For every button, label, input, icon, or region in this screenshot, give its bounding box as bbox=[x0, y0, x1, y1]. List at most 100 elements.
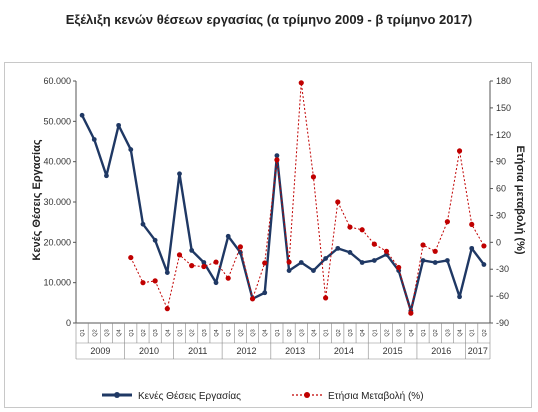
y-right-tick-label: 30 bbox=[496, 210, 506, 220]
data-point-vacancies bbox=[262, 290, 268, 296]
data-point-change bbox=[310, 174, 317, 180]
x-quarter-label: Q1 bbox=[324, 329, 330, 336]
data-point-vacancies bbox=[189, 248, 195, 253]
x-quarter-label: Q1 bbox=[470, 329, 476, 336]
x-quarter-label: Q3 bbox=[251, 329, 257, 336]
x-quarter-label: Q2 bbox=[433, 329, 439, 336]
y-right-tick-label: 90 bbox=[496, 157, 506, 167]
data-point-change bbox=[347, 224, 353, 230]
y-left-tick-label: 50.000 bbox=[43, 116, 71, 126]
data-point-change bbox=[286, 259, 292, 265]
data-point-change bbox=[164, 306, 170, 312]
x-quarter-label: Q1 bbox=[129, 329, 135, 336]
axes: 0 10.000 20.000 30.000 40.000 50.000 60.000 -90… bbox=[43, 76, 511, 328]
legend: Κενές Θέσεις Εργασίας Ετήσια Μεταβολή (%… bbox=[102, 390, 424, 402]
data-point-vacancies bbox=[335, 245, 341, 251]
x-quarter-label: Q1 bbox=[178, 329, 184, 336]
data-point-change bbox=[201, 263, 207, 270]
legend-label-vacancies: Κενές Θέσεις Εργασίας bbox=[138, 390, 241, 402]
y-right-tick-label: 0 bbox=[496, 237, 501, 247]
x-year-label: 2012 bbox=[236, 346, 256, 356]
data-point-vacancies bbox=[201, 260, 207, 265]
data-point-vacancies bbox=[164, 270, 170, 275]
data-point-vacancies bbox=[177, 171, 182, 177]
page-title: Εξέλιξη κενών θέσεων εργασίας (α τρίμηνο… bbox=[65, 12, 473, 27]
x-axis: Q1 Q2 Q3 Q4 Q1 Q2 Q3 Q4 Q1 Q2 Q3 Q4 Q1 Q2 Q3 Q4 Q1 Q2 Q3 Q4… bbox=[75, 323, 491, 360]
data-point-vacancies bbox=[457, 294, 462, 300]
data-point-change bbox=[213, 259, 219, 265]
x-quarter-label: Q4 bbox=[117, 329, 123, 336]
x-year-label: 2009 bbox=[90, 346, 110, 356]
x-quarter-label: Q4 bbox=[263, 329, 269, 336]
data-point-change bbox=[323, 295, 329, 301]
data-point-change bbox=[335, 199, 341, 205]
y-left-tick-label: 0 bbox=[66, 318, 71, 328]
x-quarter-label: Q2 bbox=[238, 329, 244, 336]
data-point-vacancies bbox=[311, 268, 316, 273]
y-axis-right-label: Ετήσια μεταβολή (%) bbox=[514, 145, 526, 254]
data-point-change bbox=[225, 275, 231, 281]
data-point-vacancies bbox=[286, 268, 292, 273]
data-point-change bbox=[432, 248, 438, 254]
x-quarter-label: Q2 bbox=[287, 329, 293, 336]
data-point-change bbox=[481, 243, 487, 249]
x-quarter-label: Q2 bbox=[92, 329, 98, 336]
data-point-change bbox=[176, 252, 183, 258]
data-point-vacancies bbox=[420, 258, 426, 263]
y-right-tick-label: -30 bbox=[496, 264, 509, 274]
x-quarter-label: Q3 bbox=[104, 329, 110, 336]
legend-marker-change bbox=[304, 392, 310, 398]
data-point-vacancies bbox=[432, 260, 438, 265]
y-right-tick-label: 180 bbox=[496, 76, 511, 86]
x-quarter-label: Q3 bbox=[202, 329, 208, 336]
data-point-vacancies bbox=[152, 237, 158, 243]
x-year-label: 2016 bbox=[431, 346, 451, 356]
data-point-change bbox=[371, 241, 377, 247]
data-point-change bbox=[408, 310, 414, 316]
data-point-change bbox=[189, 263, 195, 269]
data-point-change bbox=[456, 148, 463, 154]
x-quarter-label: Q3 bbox=[348, 329, 354, 336]
x-quarter-label: Q1 bbox=[275, 329, 281, 336]
data-point-change bbox=[469, 221, 475, 228]
y-left-tick-label: 10.000 bbox=[43, 278, 71, 288]
data-point-change bbox=[274, 157, 280, 163]
x-quarter-label: Q4 bbox=[214, 329, 220, 336]
data-point-change bbox=[237, 244, 243, 250]
y-axis-left-label: Κενές Θέσεις Εργασίας bbox=[31, 139, 43, 260]
x-quarter-label: Q4 bbox=[360, 329, 366, 336]
data-point-change bbox=[128, 254, 134, 261]
x-year-label: 2015 bbox=[383, 346, 403, 356]
x-quarter-label: Q1 bbox=[421, 329, 427, 336]
data-point-vacancies bbox=[323, 256, 329, 261]
y-left-tick-label: 60.000 bbox=[43, 76, 71, 86]
x-year-label: 2014 bbox=[334, 346, 354, 356]
y-left-tick-label: 20.000 bbox=[43, 237, 71, 247]
data-point-change bbox=[420, 242, 426, 248]
data-point-change bbox=[444, 219, 450, 225]
data-point-vacancies bbox=[347, 250, 353, 255]
x-year-label: 2013 bbox=[285, 346, 305, 356]
x-year-label: 2010 bbox=[139, 346, 159, 356]
x-quarter-label: Q2 bbox=[141, 329, 147, 336]
data-point-vacancies bbox=[104, 173, 109, 179]
data-point-vacancies bbox=[274, 153, 280, 159]
y-right-tick-label: -60 bbox=[496, 291, 509, 301]
y-left-tick-label: 40.000 bbox=[43, 157, 71, 167]
data-point-vacancies bbox=[225, 233, 231, 239]
x-quarter-label: Q1 bbox=[80, 329, 86, 336]
data-point-change bbox=[152, 278, 158, 284]
x-quarter-label: Q3 bbox=[397, 329, 403, 336]
x-quarter-label: Q1 bbox=[372, 329, 378, 336]
legend-marker-vacancies bbox=[114, 392, 120, 398]
data-point-vacancies bbox=[469, 245, 475, 251]
series-layer bbox=[79, 80, 487, 316]
data-point-vacancies bbox=[359, 260, 365, 265]
data-point-vacancies bbox=[91, 137, 97, 142]
x-quarter-label: Q3 bbox=[445, 329, 451, 336]
x-quarter-label: Q2 bbox=[190, 329, 196, 336]
y-left-tick-label: 30.000 bbox=[43, 197, 71, 207]
data-point-vacancies bbox=[298, 260, 304, 265]
y-right-tick-label: 150 bbox=[496, 103, 511, 113]
